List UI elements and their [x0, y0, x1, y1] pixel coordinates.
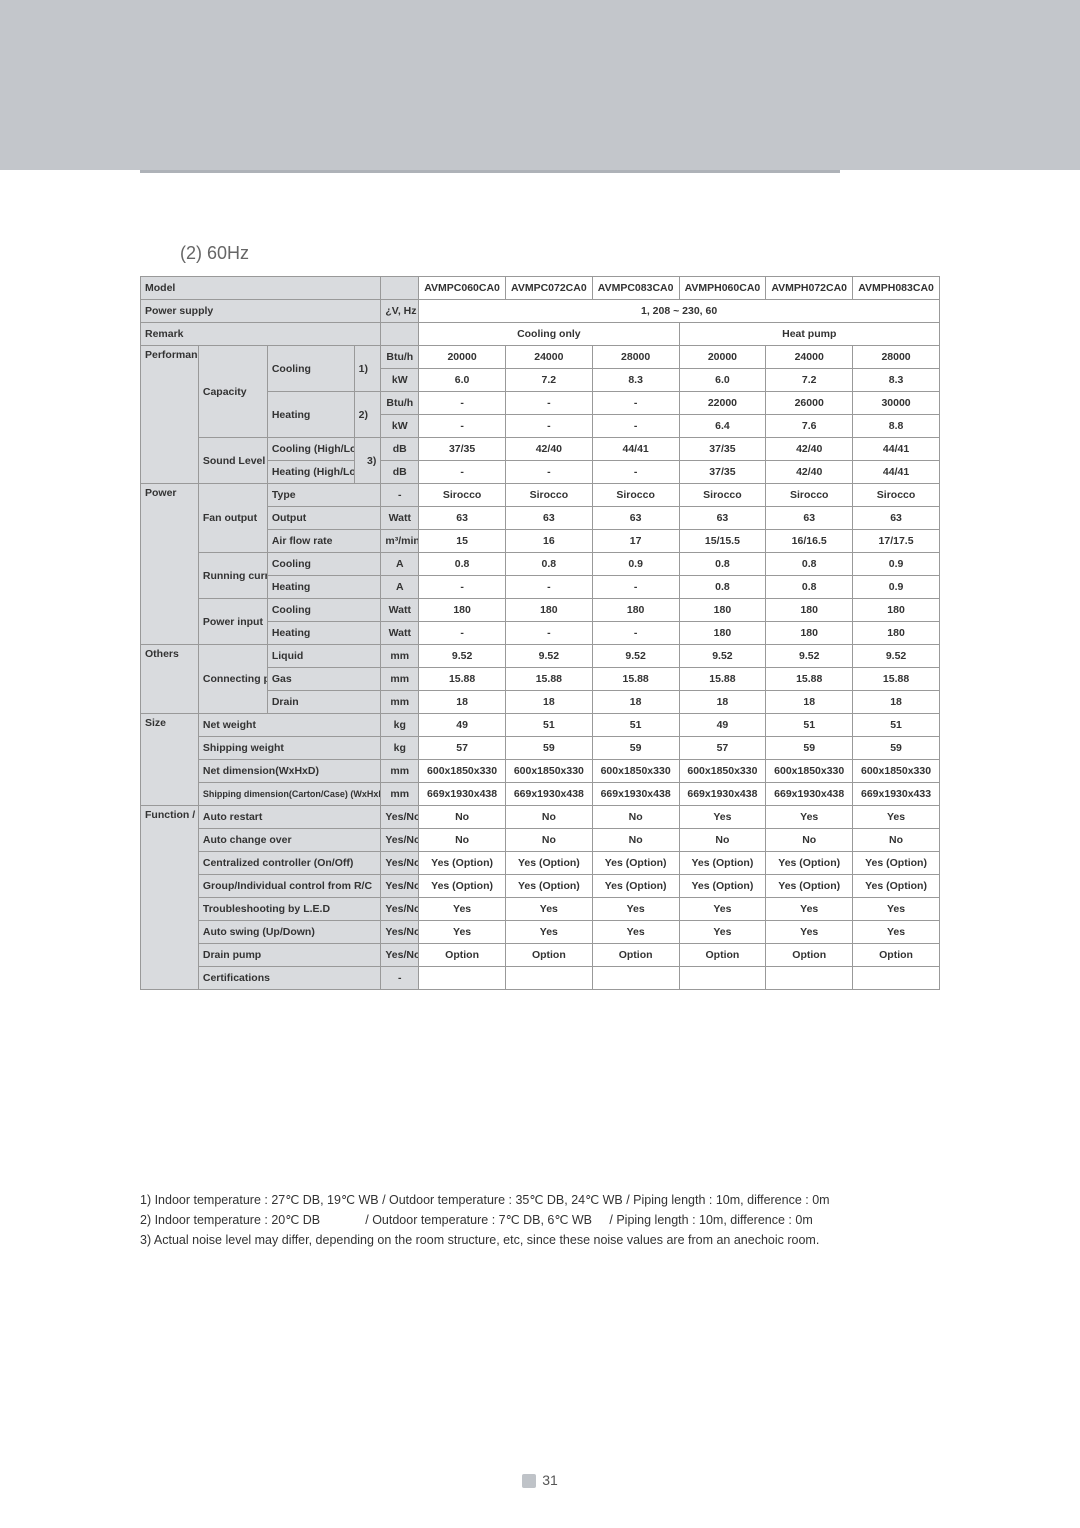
val-remark-heat: Heat pump [679, 323, 939, 346]
cat-size: Size [141, 714, 199, 806]
cat-power: Power [141, 484, 199, 645]
cat-others: Others [141, 645, 199, 714]
unit-vhz: ¿V, Hz [381, 300, 419, 323]
footnote-3: 3) Actual noise level may differ, depend… [140, 1230, 940, 1250]
top-band [0, 0, 1080, 170]
cat-function: Function / Option [141, 806, 199, 990]
note-1: 1) [354, 346, 381, 392]
val-remark-cool: Cooling only [419, 323, 679, 346]
label-model: Model [141, 277, 381, 300]
label-connecting-pipe: Connecting pipe [198, 645, 267, 714]
row-power-supply: Power supply ¿V, Hz 1, 208 ~ 230, 60 [141, 300, 940, 323]
model-4: AVMPH072CA0 [766, 277, 853, 300]
row-remark: Remark Cooling only Heat pump [141, 323, 940, 346]
model-3: AVMPH060CA0 [679, 277, 766, 300]
label-fan-output: Fan output [198, 484, 267, 553]
label-running-current: Running current [198, 553, 267, 599]
cat-performance: Performance [141, 346, 199, 484]
spec-table: Model AVMPC060CA0 AVMPC072CA0 AVMPC083CA… [140, 276, 940, 990]
model-0: AVMPC060CA0 [419, 277, 506, 300]
page-marker-icon [522, 1474, 536, 1488]
label-sound: Sound Level [198, 438, 267, 484]
footnotes: 1) Indoor temperature : 27℃ DB, 19℃ WB /… [140, 1190, 940, 1250]
label-remark: Remark [141, 323, 381, 346]
label-power-supply: Power supply [141, 300, 381, 323]
section-subtitle: (2) 60Hz [180, 243, 940, 264]
label-cooling: Cooling [267, 346, 354, 392]
footnote-1: 1) Indoor temperature : 27℃ DB, 19℃ WB /… [140, 1190, 940, 1210]
row-model: Model AVMPC060CA0 AVMPC072CA0 AVMPC083CA… [141, 277, 940, 300]
label-heating: Heating [267, 392, 354, 438]
model-5: AVMPH083CA0 [853, 277, 940, 300]
note-2: 2) [354, 392, 381, 438]
model-1: AVMPC072CA0 [505, 277, 592, 300]
label-capacity: Capacity [198, 346, 267, 438]
label-power-input: Power input [198, 599, 267, 645]
val-power-supply: 1, 208 ~ 230, 60 [419, 300, 940, 323]
footnote-2: 2) Indoor temperature : 20℃ DB / Outdoor… [140, 1210, 940, 1230]
page-number: 31 [0, 1472, 1080, 1488]
page-content: (2) 60Hz Model AVMPC060CA0 AVMPC072CA0 A… [0, 173, 1080, 1250]
model-2: AVMPC083CA0 [592, 277, 679, 300]
note-3: 3) [354, 438, 381, 484]
